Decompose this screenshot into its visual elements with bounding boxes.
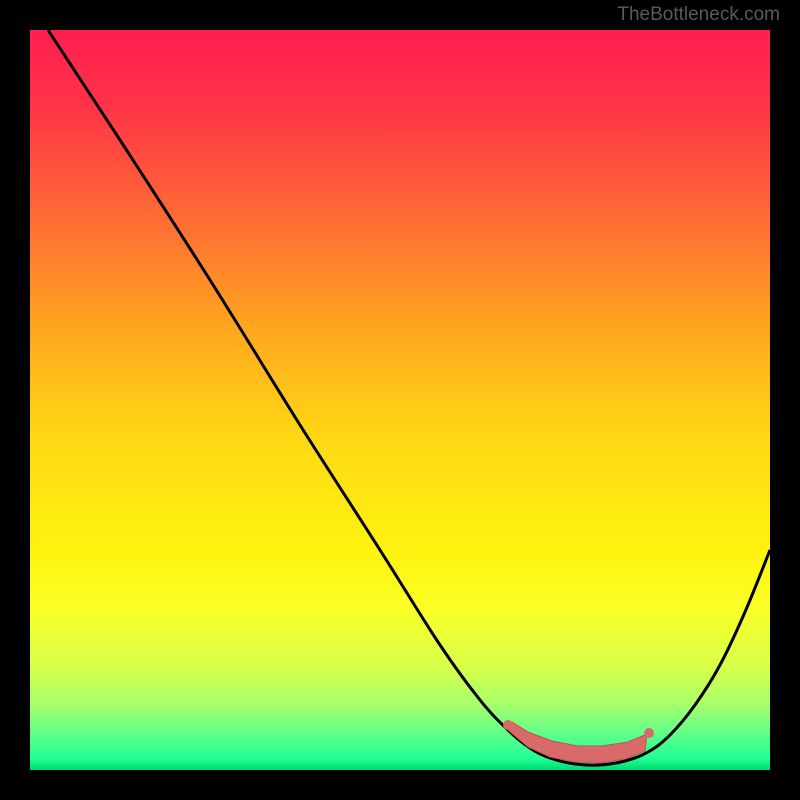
region-marker [644,728,654,738]
region-marker [503,720,513,730]
gradient-background [30,30,770,770]
watermark-text: TheBottleneck.com [617,4,780,26]
bottleneck-chart [30,30,770,770]
chart-container [30,30,770,770]
